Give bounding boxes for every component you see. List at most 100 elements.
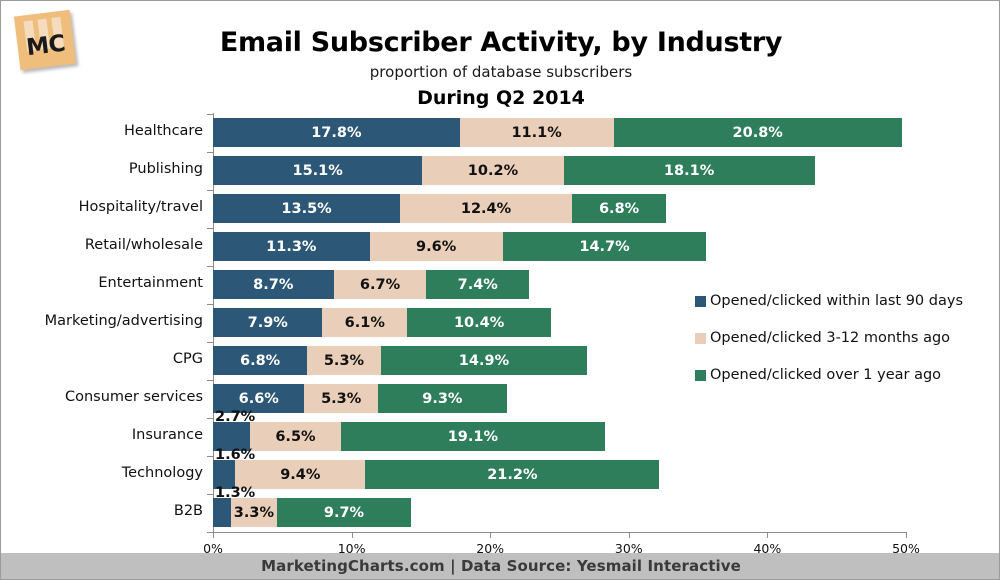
bar-value-label: 9.4% (280, 466, 321, 483)
chart-row: Publishing 15.1% 10.2% 18.1% (129, 152, 906, 190)
chart-row: Retail/wholesale 11.3% 9.6% 14.7% (85, 228, 906, 266)
bar-value-label: 6.1% (344, 314, 385, 331)
bar-segment: 6.8% (571, 194, 667, 223)
bar-value-label: 13.5% (281, 200, 332, 217)
bar-value-label: 18.1% (663, 162, 715, 179)
x-axis-label: 40% (753, 541, 782, 556)
bar-segment: 1.6% (213, 447, 255, 489)
bar-value-label: 17.8% (311, 124, 362, 141)
bar-value-label: 9.7% (323, 504, 365, 521)
chart-row: Technology 1.6% 9.4% 21.2% (122, 447, 906, 494)
category-label: Publishing (128, 161, 203, 177)
bar-segment: 7.9% (213, 308, 323, 337)
x-axis-label: 50% (892, 541, 920, 556)
y-axis-tick (207, 494, 213, 495)
bar-value-label: 5.3% (323, 352, 365, 369)
bar-segment: 1.3% (213, 485, 255, 527)
bar-segment: 20.8% (613, 118, 902, 147)
bar-value-label: 10.4% (453, 314, 505, 331)
bar-value-label: 21.2% (487, 466, 538, 483)
bar-value-label: 1.3% (215, 485, 256, 501)
bar-value-label: 6.5% (275, 428, 316, 445)
bar-value-label: 6.6% (238, 390, 279, 407)
bar-segment: 21.2% (365, 460, 660, 489)
chart-legend: Opened/clicked within last 90 days Opened… (695, 293, 995, 404)
bar-segment: 2.7% (213, 409, 255, 451)
x-axis-tick (490, 532, 492, 538)
x-axis-label: 30% (614, 541, 643, 556)
chart-row: Entertainment 8.7% 6.7% 7.4% (98, 266, 906, 304)
chart-row: Insurance 2.7% 6.5% 19.1% (132, 409, 906, 456)
bar-value-label: 7.4% (457, 276, 498, 293)
legend-label: Opened/clicked within last 90 days (710, 293, 963, 309)
y-axis-tick (207, 532, 213, 533)
bar-value-label: 3.3% (233, 504, 274, 521)
chart-period: During Q2 2014 (417, 87, 585, 109)
x-axis-label: 10% (337, 541, 366, 556)
bar-value-label: 19.1% (447, 428, 499, 445)
bar-value-label: 9.3% (422, 390, 463, 407)
bar-segment: 9.3% (377, 384, 507, 413)
chart-row: CPG 6.8% 5.3% 14.9% (173, 342, 906, 380)
bar-value-label: 11.1% (511, 124, 562, 141)
legend-item[interactable]: Opened/clicked within last 90 days (695, 293, 995, 330)
x-axis-line (213, 532, 907, 533)
y-axis-tick (207, 190, 213, 191)
y-axis-tick (207, 342, 213, 343)
bar-value-label: 6.8% (598, 200, 640, 217)
bar-value-label: 15.1% (292, 162, 343, 179)
bar-value-label: 1.6% (215, 447, 256, 463)
y-axis-tick (207, 456, 213, 457)
x-axis-label: 0% (203, 541, 223, 556)
category-label: Retail/wholesale (84, 237, 203, 253)
bar-segment: 11.3% (213, 232, 370, 261)
y-axis-tick (207, 114, 213, 115)
bar-segment: 5.3% (304, 384, 378, 413)
bar-segment: 18.1% (563, 156, 815, 185)
bar-value-label: 9.6% (416, 238, 457, 255)
bar-segment: 14.7% (502, 232, 707, 261)
legend-label: Opened/clicked over 1 year ago (710, 367, 942, 383)
legend-swatch-icon (695, 333, 706, 344)
chart-row: Hospitality/travel 13.5% 12.4% 6.8% (79, 190, 906, 228)
bar-segment: 14.9% (380, 346, 588, 375)
bar-segment: 11.1% (459, 118, 614, 147)
category-label: CPG (172, 351, 203, 367)
legend-item[interactable]: Opened/clicked over 1 year ago (695, 367, 995, 404)
x-axis-label: 20% (476, 541, 505, 556)
bar-segment: 9.4% (235, 460, 366, 489)
bar-value-label: 20.8% (732, 124, 783, 141)
x-axis-tick (628, 532, 630, 538)
x-axis-tick (213, 532, 214, 538)
bar-value-label: 7.9% (247, 314, 288, 331)
bar-value-label: 5.3% (321, 390, 362, 407)
category-label: Healthcare (123, 123, 203, 139)
category-label: Consumer services (64, 389, 203, 405)
legend-item[interactable]: Opened/clicked 3-12 months ago (695, 330, 995, 367)
y-axis-tick (207, 380, 213, 381)
legend-label: Opened/clicked 3-12 months ago (710, 330, 951, 346)
bar-segment: 8.7% (213, 270, 334, 299)
y-axis-tick (207, 266, 213, 267)
footer-bar: MarketingCharts.com | Data Source: Yesma… (1, 553, 999, 579)
category-label: Entertainment (98, 275, 203, 291)
bar-value-label: 6.7% (359, 276, 401, 293)
bar-value-label: 11.3% (266, 238, 317, 255)
bar-segment: 10.2% (422, 156, 564, 185)
x-axis-tick (767, 532, 769, 538)
bar-segment: 6.1% (322, 308, 408, 337)
chart-row: Healthcare 17.8% 11.1% 20.8% (124, 114, 906, 152)
bar-segment: 6.7% (333, 270, 427, 299)
bar-segment: 10.4% (407, 308, 552, 337)
bar-segment: 19.1% (340, 422, 606, 451)
y-axis-tick (207, 418, 213, 419)
bar-segment: 3.3% (231, 498, 277, 527)
chart-subtitle: proportion of database subscribers (369, 63, 633, 81)
category-label: Insurance (131, 427, 203, 443)
category-label: Marketing/advertising (44, 313, 203, 329)
bar-segment: 6.5% (250, 422, 341, 451)
category-label: Hospitality/travel (78, 199, 203, 215)
legend-swatch-icon (695, 370, 706, 381)
bar-segment: 9.6% (369, 232, 503, 261)
